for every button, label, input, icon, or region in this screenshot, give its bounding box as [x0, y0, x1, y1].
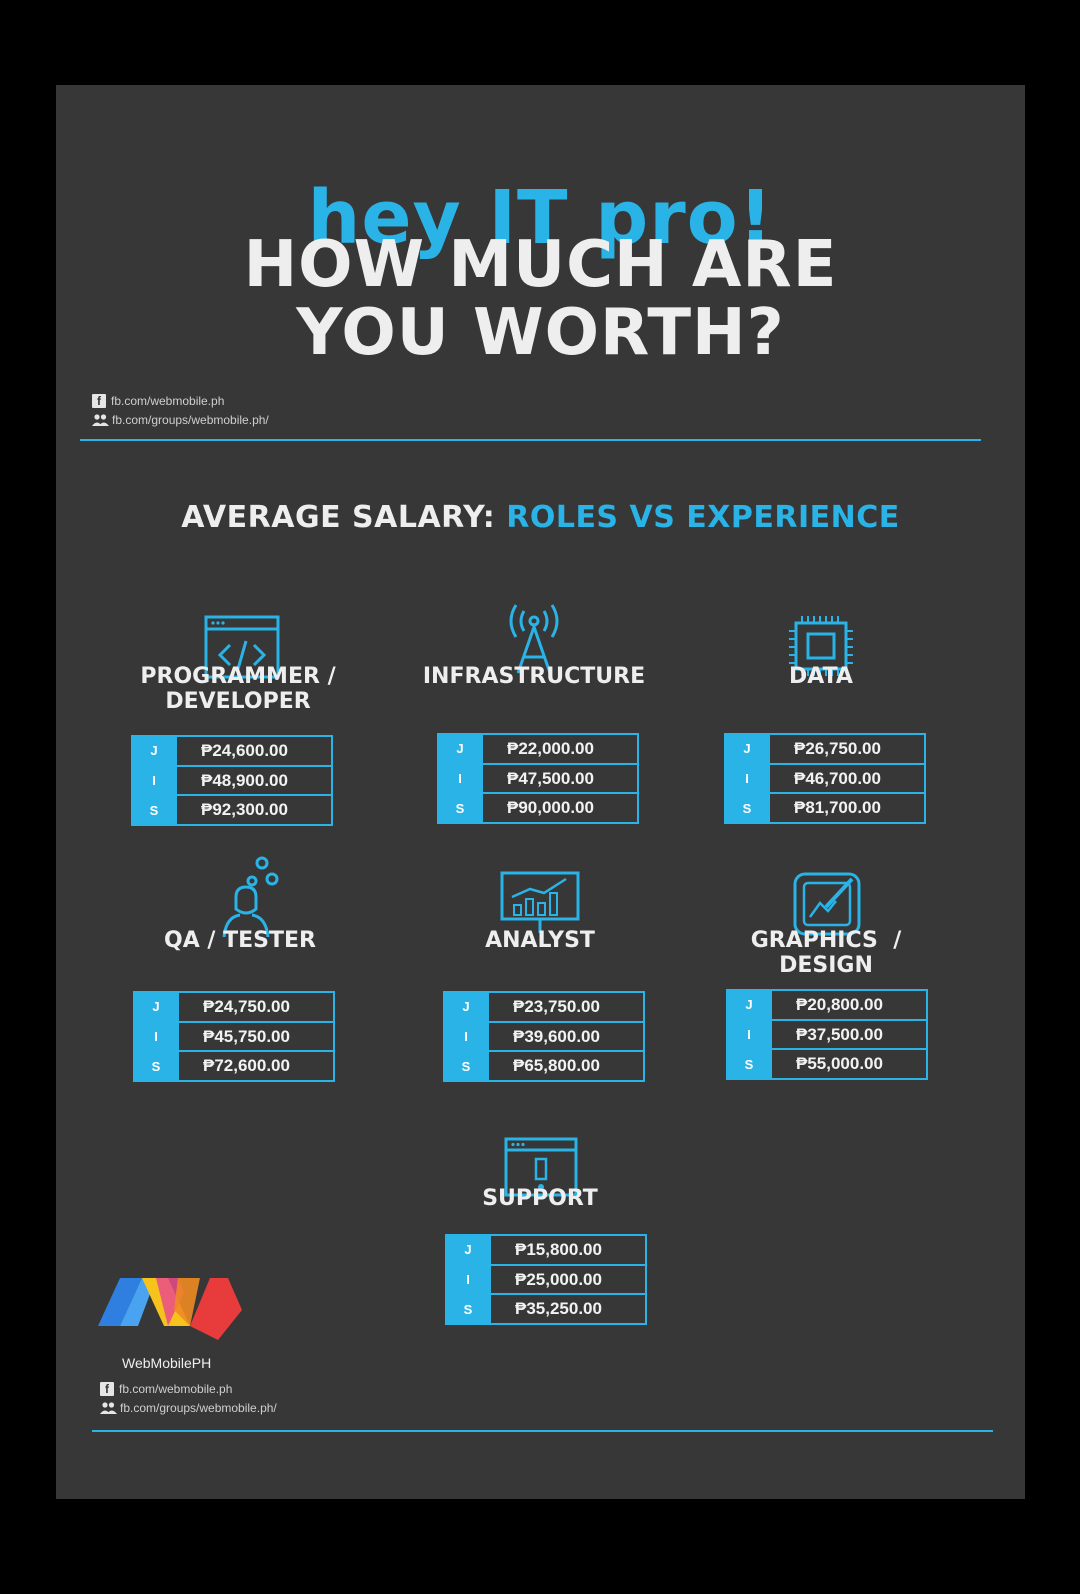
chip-icon [789, 616, 853, 676]
hero-heading-line1: HOW MUCH ARE [243, 228, 838, 302]
salary-row-intermediate: I ₱25,000.00 [447, 1265, 645, 1296]
role-name: INFRASTRUCTURE [422, 664, 646, 689]
salary-row-junior: J ₱15,800.00 [447, 1236, 645, 1266]
salary-row-senior: S ₱90,000.00 [439, 794, 637, 823]
salary-row-junior: J ₱23,750.00 [445, 993, 643, 1023]
salary-table: J ₱20,800.00 I ₱37,500.00 S ₱55,000.00 [726, 989, 928, 1080]
salary-row-junior: J ₱24,750.00 [135, 993, 333, 1023]
salary-row-senior: S ₱72,600.00 [135, 1052, 333, 1081]
tester-gears-icon [222, 856, 279, 937]
webmobileph-logo [98, 1278, 242, 1340]
role-name: QA / TESTER [164, 928, 316, 953]
salary-row-intermediate: I ₱48,900.00 [133, 766, 331, 797]
salary-table: J ₱23,750.00 I ₱39,600.00 S ₱65,800.00 [443, 991, 645, 1082]
role-name: PROGRAMMER / DEVELOPER [140, 664, 336, 714]
salary-row-junior: J ₱24,600.00 [133, 737, 331, 767]
divider-bottom [92, 1430, 993, 1432]
salary-table: J ₱24,600.00 I ₱48,900.00 S ₱92,300.00 [131, 735, 333, 826]
code-window-icon [204, 615, 280, 679]
salary-row-senior: S ₱35,250.00 [447, 1295, 645, 1324]
social-links-bottom: f fb.com/webmobile.ph fb.com/groups/webm… [100, 1379, 277, 1417]
group-icon [92, 413, 109, 426]
facebook-link[interactable]: f fb.com/webmobile.ph [100, 1379, 277, 1398]
group-link[interactable]: fb.com/groups/webmobile.ph/ [92, 410, 269, 429]
hero-heading-line2: YOU WORTH? [296, 296, 785, 370]
social-links-top: f fb.com/webmobile.ph fb.com/groups/webm… [92, 391, 269, 429]
section-title: AVERAGE SALARY: ROLES VS EXPERIENCE [181, 500, 900, 535]
salary-row-intermediate: I ₱45,750.00 [135, 1022, 333, 1053]
salary-row-senior: S ₱92,300.00 [133, 796, 331, 825]
salary-row-senior: S ₱55,000.00 [728, 1050, 926, 1079]
salary-row-senior: S ₱81,700.00 [726, 794, 924, 823]
design-pen-icon [793, 872, 861, 936]
salary-table: J ₱26,750.00 I ₱46,700.00 S ₱81,700.00 [724, 733, 926, 824]
salary-row-senior: S ₱65,800.00 [445, 1052, 643, 1081]
group-icon [100, 1401, 117, 1414]
salary-table: J ₱22,000.00 I ₱47,500.00 S ₱90,000.00 [437, 733, 639, 824]
salary-row-intermediate: I ₱46,700.00 [726, 764, 924, 795]
salary-table: J ₱15,800.00 I ₱25,000.00 S ₱35,250.00 [445, 1234, 647, 1325]
salary-row-junior: J ₱20,800.00 [728, 991, 926, 1021]
brand-name: WebMobilePH [122, 1355, 212, 1371]
salary-row-junior: J ₱26,750.00 [726, 735, 924, 765]
infographic-poster: hey IT pro! HOW MUCH ARE YOU WORTH? f fb… [56, 85, 1025, 1499]
divider-top [80, 439, 981, 441]
group-link[interactable]: fb.com/groups/webmobile.ph/ [100, 1398, 277, 1417]
facebook-icon: f [92, 393, 106, 408]
salary-row-intermediate: I ₱37,500.00 [728, 1020, 926, 1051]
analytics-board-icon [500, 871, 580, 933]
facebook-icon: f [100, 1381, 114, 1396]
role-name: GRAPHICS / DESIGN [750, 928, 902, 978]
salary-row-junior: J ₱22,000.00 [439, 735, 637, 765]
salary-row-intermediate: I ₱39,600.00 [445, 1022, 643, 1053]
facebook-link[interactable]: f fb.com/webmobile.ph [92, 391, 269, 410]
alert-window-icon [504, 1137, 578, 1197]
role-name: DATA [789, 664, 853, 689]
salary-row-intermediate: I ₱47,500.00 [439, 764, 637, 795]
hero-tagline: hey IT pro! [307, 175, 774, 261]
antenna-icon [509, 604, 559, 674]
role-name: ANALYST [485, 928, 595, 953]
role-name: SUPPORT [482, 1186, 598, 1211]
salary-table: J ₱24,750.00 I ₱45,750.00 S ₱72,600.00 [133, 991, 335, 1082]
